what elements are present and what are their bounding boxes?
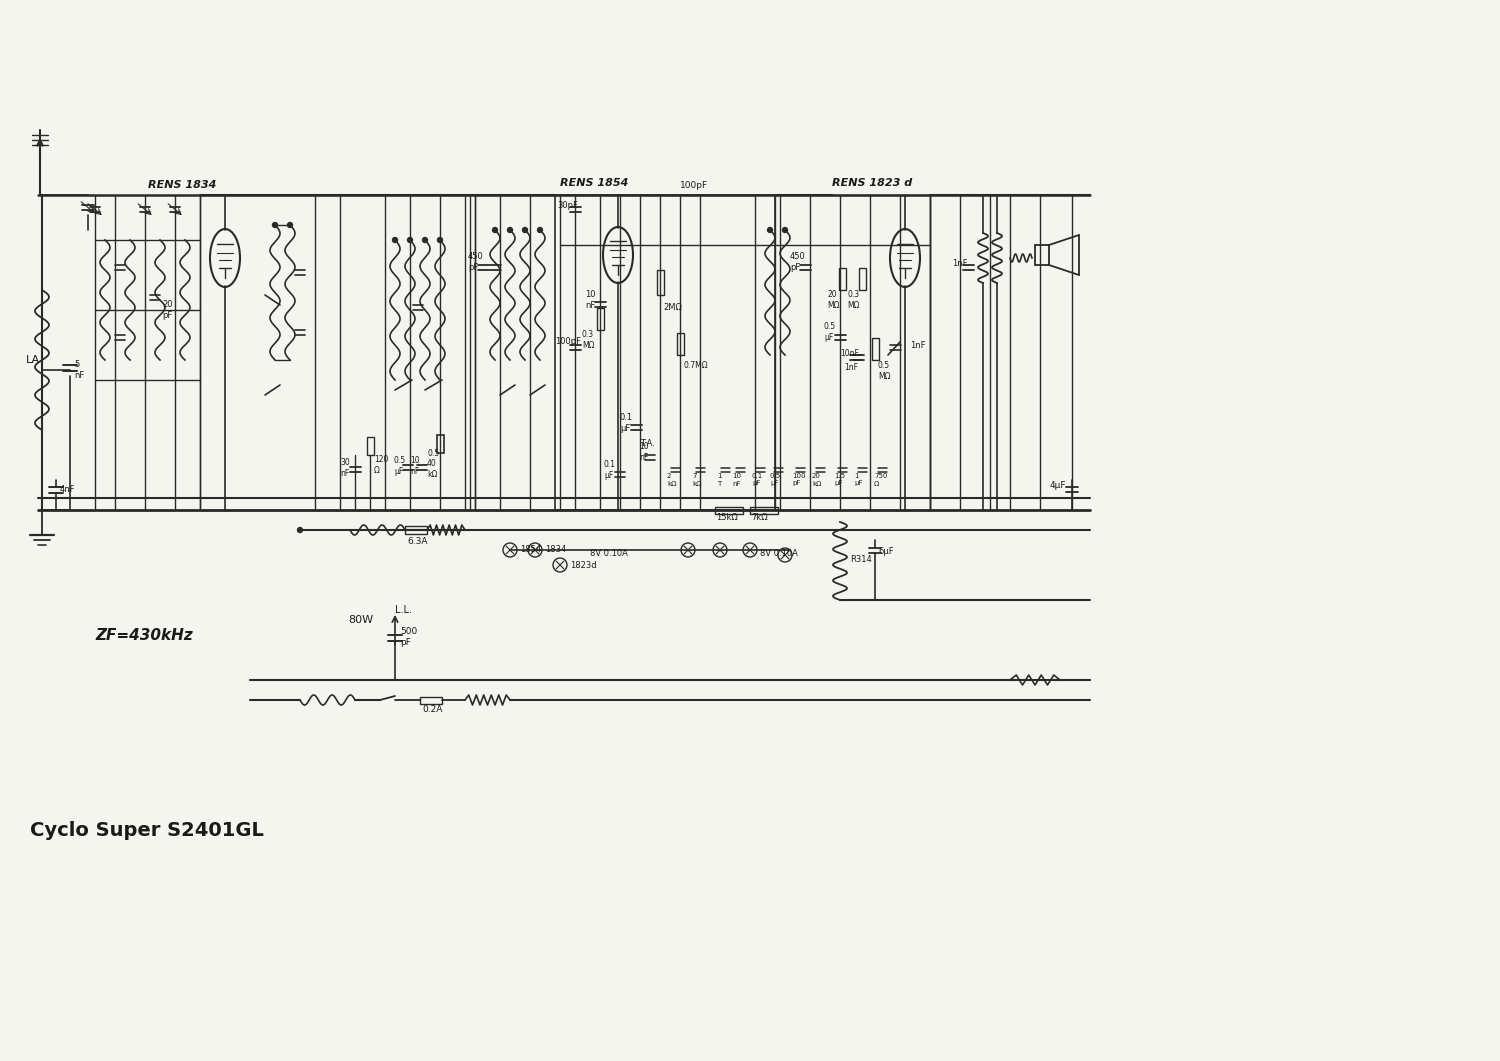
Bar — [858, 268, 865, 290]
Text: 100
pF: 100 pF — [792, 473, 806, 487]
Bar — [405, 526, 427, 534]
Text: 0.1
μF: 0.1 μF — [620, 414, 633, 433]
Circle shape — [297, 527, 303, 533]
Text: 7kΩ: 7kΩ — [752, 512, 768, 522]
Text: 10nF: 10nF — [840, 348, 860, 358]
Text: 2
kΩ: 2 kΩ — [668, 473, 676, 487]
Text: 6.3A: 6.3A — [406, 538, 427, 546]
Text: 4nF: 4nF — [60, 486, 75, 494]
Text: 0.5
μF: 0.5 μF — [824, 323, 836, 342]
Text: 10
nF: 10 nF — [585, 291, 596, 310]
Text: Cyclo Super S2401GL: Cyclo Super S2401GL — [30, 820, 264, 839]
Bar — [420, 696, 442, 703]
Text: 500
pF: 500 pF — [400, 627, 417, 647]
Text: 0.2A: 0.2A — [422, 706, 442, 714]
Text: LA: LA — [26, 355, 40, 365]
Bar — [776, 195, 930, 510]
Text: 5
nF: 5 nF — [74, 361, 84, 380]
Circle shape — [492, 227, 498, 232]
Text: 1nF: 1nF — [952, 259, 968, 267]
Text: 20
pF: 20 pF — [162, 300, 172, 319]
Text: 10
nF: 10 nF — [732, 473, 741, 487]
Text: 8V 0.10A: 8V 0.10A — [590, 549, 628, 557]
Bar — [200, 195, 470, 510]
Bar — [750, 506, 778, 514]
Text: 0.1
μF: 0.1 μF — [752, 473, 764, 487]
Text: 0.5
40
kΩ: 0.5 40 kΩ — [427, 449, 439, 479]
Text: 0.5
μF: 0.5 μF — [770, 473, 782, 487]
Text: 0.3
MΩ: 0.3 MΩ — [847, 291, 859, 310]
Circle shape — [438, 238, 442, 243]
Text: RENS 1834: RENS 1834 — [148, 180, 216, 190]
Text: ZF=430kHz: ZF=430kHz — [94, 627, 192, 643]
Text: 6μF: 6μF — [878, 546, 894, 556]
Bar — [1035, 245, 1048, 265]
Text: 1.5
μF: 1.5 μF — [834, 473, 844, 487]
Text: 450
pF: 450 pF — [468, 253, 483, 272]
Text: 80W: 80W — [348, 615, 374, 625]
Text: 1834: 1834 — [544, 545, 567, 555]
Text: 1nF: 1nF — [910, 341, 926, 349]
Text: 2MΩ: 2MΩ — [663, 302, 682, 312]
Circle shape — [273, 223, 278, 227]
Circle shape — [768, 227, 772, 232]
Text: 120
Ω: 120 Ω — [374, 455, 388, 474]
Circle shape — [408, 238, 413, 243]
Text: 10
nF: 10 nF — [410, 456, 420, 475]
Text: 0.7MΩ: 0.7MΩ — [682, 362, 708, 370]
Circle shape — [393, 238, 398, 243]
Text: 1823d: 1823d — [570, 560, 597, 570]
Text: 1854: 1854 — [520, 545, 542, 555]
Circle shape — [288, 223, 292, 227]
Text: 450
pF: 450 pF — [790, 253, 806, 272]
Text: 15kΩ: 15kΩ — [716, 512, 738, 522]
Text: 20
kΩ: 20 kΩ — [812, 473, 822, 487]
Text: 100pF: 100pF — [680, 180, 708, 190]
Text: 750
Ω: 750 Ω — [874, 473, 888, 487]
Bar — [657, 269, 663, 295]
Text: 0.3
MΩ: 0.3 MΩ — [582, 330, 594, 350]
Text: 20
MΩ: 20 MΩ — [827, 291, 840, 310]
Text: 1nF: 1nF — [844, 364, 858, 372]
Text: L.L.: L.L. — [394, 605, 412, 615]
Text: RENS 1854: RENS 1854 — [560, 178, 628, 188]
Text: 1
μF: 1 μF — [853, 473, 862, 487]
Bar — [597, 308, 603, 330]
Text: 0.5
MΩ: 0.5 MΩ — [878, 362, 891, 381]
Circle shape — [783, 227, 788, 232]
Text: 7
kΩ: 7 kΩ — [692, 473, 702, 487]
Text: 0.5
μF: 0.5 μF — [394, 456, 406, 475]
Text: T.A.: T.A. — [640, 438, 656, 448]
Circle shape — [507, 227, 513, 232]
Bar — [476, 195, 754, 510]
Bar — [871, 338, 879, 360]
Bar — [436, 435, 444, 453]
Circle shape — [423, 238, 427, 243]
Text: 30
nF: 30 nF — [340, 458, 350, 477]
Circle shape — [522, 227, 528, 232]
Text: 10
nF: 10 nF — [639, 442, 648, 462]
Text: 1
T: 1 T — [717, 473, 722, 487]
Text: RENS 1823 d: RENS 1823 d — [833, 178, 912, 188]
Text: 8V 0.10A: 8V 0.10A — [760, 549, 798, 557]
Text: 100pF: 100pF — [555, 337, 580, 347]
Bar — [555, 195, 776, 510]
Text: R314: R314 — [850, 556, 871, 564]
Text: 4μF: 4μF — [1050, 481, 1066, 489]
Bar — [716, 506, 742, 514]
Text: 0.1
μF: 0.1 μF — [604, 460, 616, 480]
Bar — [366, 437, 374, 455]
Text: 30pF: 30pF — [556, 201, 578, 209]
Circle shape — [537, 227, 543, 232]
Bar — [676, 333, 684, 355]
Bar — [839, 268, 846, 290]
